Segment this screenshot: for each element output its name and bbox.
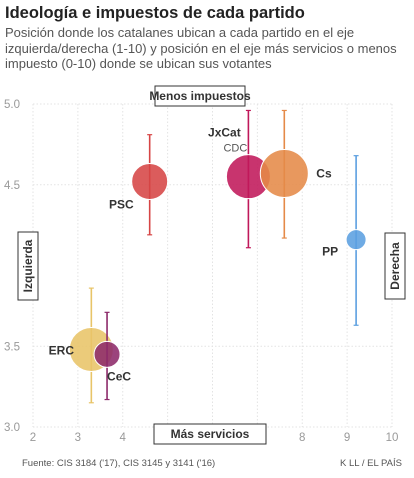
credit-note: K LL / EL PAÍS — [340, 458, 402, 469]
y-tick-label: 5.0 — [4, 99, 20, 111]
x-tick-label: 8 — [299, 432, 305, 444]
point-psc — [131, 163, 169, 201]
x-tick-label: 4 — [120, 432, 127, 444]
point-cs — [259, 148, 309, 198]
annotation-left-label: Izquierda — [21, 239, 35, 292]
point-pp — [345, 229, 367, 251]
label-erc: ERC — [49, 343, 75, 357]
tick-labels: 23456789103.03.54.55.0 — [4, 99, 398, 444]
label-cs: Cs — [316, 166, 332, 180]
y-tick-label: 3.0 — [4, 422, 20, 434]
annotation-right-label: Derecha — [388, 242, 402, 290]
x-tick-label: 3 — [75, 432, 81, 444]
source-note: Fuente: CIS 3184 ('17), CIS 3145 y 3141 … — [22, 458, 216, 469]
sublabel-jxcat: CDC — [223, 143, 247, 155]
annotation-bottom: Más servicios — [153, 423, 267, 445]
chart-subtitle: Posición donde los catalanes ubican a ca… — [5, 25, 397, 71]
point-cec — [93, 340, 121, 368]
annotation-bottom-box — [153, 423, 267, 445]
x-tick-label: 9 — [344, 432, 350, 444]
annotation-right: Derecha — [384, 232, 406, 300]
annotation-top: Menos impuestos — [149, 85, 251, 107]
x-tick-label: 2 — [30, 432, 36, 444]
axis-annotations: Menos impuestos Más servicios Izquierda Der… — [17, 85, 406, 445]
label-pp: PP — [322, 245, 338, 259]
annotation-left: Izquierda — [17, 231, 39, 301]
y-tick-label: 3.5 — [4, 341, 20, 353]
chart-title: Ideología e impuestos de cada partido — [5, 4, 305, 22]
label-cec: CeC — [107, 369, 131, 383]
annotation-left-box — [17, 231, 39, 301]
label-psc: PSC — [109, 198, 134, 212]
data-labels: PSC JxCat CDC Cs PP ERC CeC — [49, 126, 338, 384]
x-tick-label: 10 — [386, 432, 399, 444]
annotation-top-box — [154, 85, 246, 107]
data-marks — [68, 109, 367, 404]
label-jxcat: JxCat — [208, 126, 241, 140]
annotation-top-label: Menos impuestos — [149, 89, 251, 103]
annotation-bottom-label: Más servicios — [171, 427, 250, 441]
annotation-right-box — [384, 232, 406, 300]
y-tick-label: 4.5 — [4, 180, 20, 192]
grid — [32, 103, 393, 428]
